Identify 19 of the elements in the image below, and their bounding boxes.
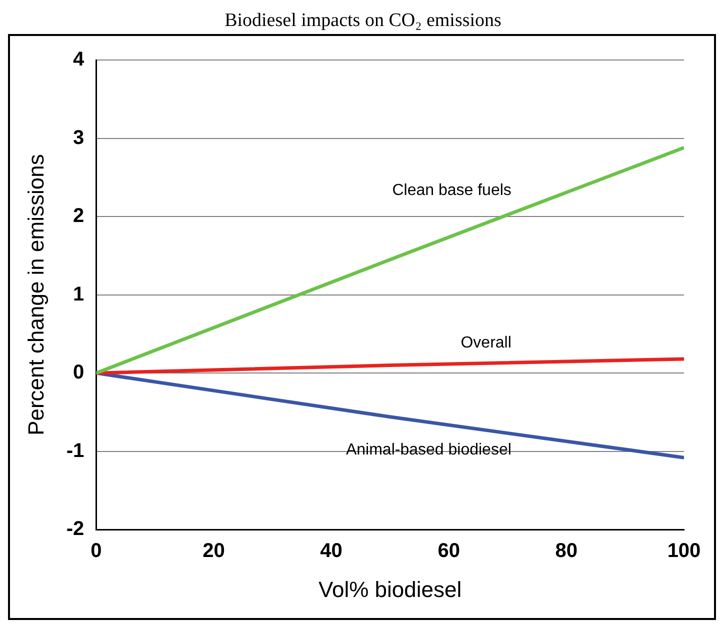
y-tick-label: -1	[66, 440, 84, 462]
y-tick-label: 3	[73, 126, 84, 149]
series-label: Overall	[460, 334, 512, 352]
y-tick-label: 0	[73, 362, 84, 384]
series-label: Clean base fuels	[392, 182, 512, 200]
y-axis-title: Percent change in emissions	[23, 154, 48, 436]
series-label: Animal-based biodiesel	[346, 441, 512, 458]
y-tick-label: 2	[73, 205, 84, 228]
x-tick-label: 0	[90, 540, 102, 562]
y-tick-label: -2	[66, 518, 84, 540]
x-tick-label: 80	[555, 540, 578, 562]
x-axis-title: Vol% biodiesel	[318, 576, 462, 602]
x-tick-label: 100	[667, 540, 701, 562]
x-tick-label: 20	[202, 540, 225, 562]
x-tick-label: 60	[438, 540, 460, 562]
x-tick-label: 40	[320, 540, 342, 562]
y-tick-label: 1	[73, 283, 84, 306]
y-tick-label: 4	[73, 48, 86, 71]
chart-title: Biodiesel impacts on CO₂ emissions	[224, 9, 502, 33]
